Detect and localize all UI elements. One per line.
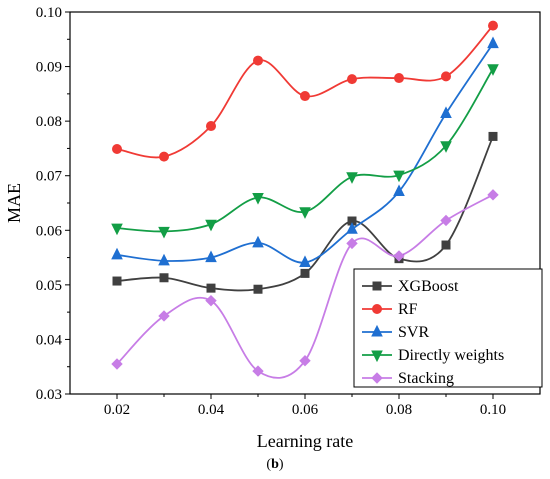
point-xgboost-3 — [253, 284, 263, 294]
point-xgboost-4 — [300, 268, 310, 278]
point-rf-8 — [488, 20, 498, 31]
x-axis-ticks: 0.02 0.04 0.06 0.08 0.10 — [104, 394, 506, 418]
point-rf-7 — [441, 71, 451, 82]
legend-label-stacking: Stacking — [398, 370, 454, 387]
legend-marker-directly-weights — [371, 350, 383, 363]
caption-letter: b — [271, 457, 279, 472]
point-rf-3 — [253, 55, 263, 66]
point-xgboost-2 — [206, 283, 216, 293]
point-rf-4 — [300, 91, 310, 102]
point-stacking-6 — [393, 250, 405, 262]
point-stacking-3 — [252, 365, 264, 377]
legend-label-rf: RF — [398, 301, 418, 318]
point-svr-3 — [252, 235, 264, 248]
point-stacking-8 — [487, 189, 499, 201]
legend: XGBoost RF SVR Directly weights Stacking — [353, 268, 543, 388]
x-tick-label-2: 0.06 — [292, 402, 319, 418]
series-markers — [111, 20, 499, 377]
legend-label-svr: SVR — [398, 324, 429, 341]
y-tick-label-7: 0.10 — [36, 5, 62, 21]
point-directly-weights-4 — [299, 207, 311, 219]
point-rf-5 — [347, 74, 357, 85]
caption-close: ) — [279, 457, 284, 472]
caption-open: ( — [266, 457, 271, 472]
point-svr-5 — [346, 222, 358, 234]
x-tick-label-0: 0.02 — [104, 402, 130, 418]
point-directly-weights-6 — [393, 170, 405, 183]
point-directly-weights-7 — [440, 141, 452, 153]
legend-label-directly-weights: Directly weights — [398, 347, 504, 364]
point-directly-weights-1 — [158, 226, 170, 239]
point-stacking-7 — [440, 214, 452, 227]
point-stacking-4 — [299, 355, 311, 367]
y-axis-ticks: 0.03 0.04 0.05 0.06 0.07 0.08 0.09 0.10 — [36, 5, 70, 403]
figure-caption: (b) — [266, 457, 283, 472]
y-tick-label-3: 0.06 — [36, 223, 63, 239]
x-tick-label-1: 0.04 — [198, 402, 225, 418]
point-directly-weights-8 — [487, 64, 499, 76]
y-tick-label-1: 0.04 — [36, 332, 63, 348]
y-tick-label-0: 0.03 — [36, 387, 62, 403]
y-tick-label-2: 0.05 — [36, 278, 62, 294]
point-xgboost-8 — [488, 131, 498, 141]
point-svr-7 — [440, 106, 452, 119]
point-svr-4 — [299, 255, 311, 267]
legend-marker-rf — [372, 304, 382, 314]
point-svr-2 — [205, 250, 217, 263]
legend-marker-stacking — [371, 372, 383, 384]
point-directly-weights-2 — [205, 219, 217, 232]
point-xgboost-1 — [159, 273, 169, 283]
point-svr-1 — [158, 253, 170, 266]
point-directly-weights-3 — [252, 193, 264, 205]
point-stacking-1 — [158, 310, 170, 322]
point-directly-weights-0 — [111, 223, 123, 236]
point-rf-6 — [394, 73, 404, 84]
y-tick-label-5: 0.08 — [36, 114, 62, 130]
x-tick-label-4: 0.10 — [480, 402, 506, 418]
x-axis-title: Learning rate — [257, 431, 353, 451]
point-rf-2 — [206, 121, 216, 132]
x-tick-label-3: 0.08 — [386, 402, 412, 418]
point-xgboost-0 — [112, 276, 122, 286]
y-tick-label-6: 0.09 — [36, 60, 62, 76]
legend-box — [353, 268, 543, 388]
point-xgboost-7 — [441, 240, 451, 250]
y-axis-title: MAE — [4, 183, 24, 223]
point-rf-0 — [112, 143, 122, 154]
point-directly-weights-5 — [346, 172, 358, 184]
point-rf-1 — [159, 151, 169, 162]
point-svr-8 — [487, 36, 499, 49]
legend-marker-svr — [371, 324, 383, 337]
legend-label-xgboost: XGBoost — [398, 278, 459, 295]
point-stacking-0 — [111, 358, 123, 370]
point-stacking-5 — [346, 237, 358, 250]
legend-marker-xgboost — [372, 281, 382, 291]
point-stacking-2 — [205, 294, 217, 307]
point-svr-0 — [111, 247, 123, 260]
series-line-svr — [116, 43, 494, 264]
point-svr-6 — [393, 184, 405, 197]
y-tick-label-4: 0.07 — [36, 169, 63, 185]
